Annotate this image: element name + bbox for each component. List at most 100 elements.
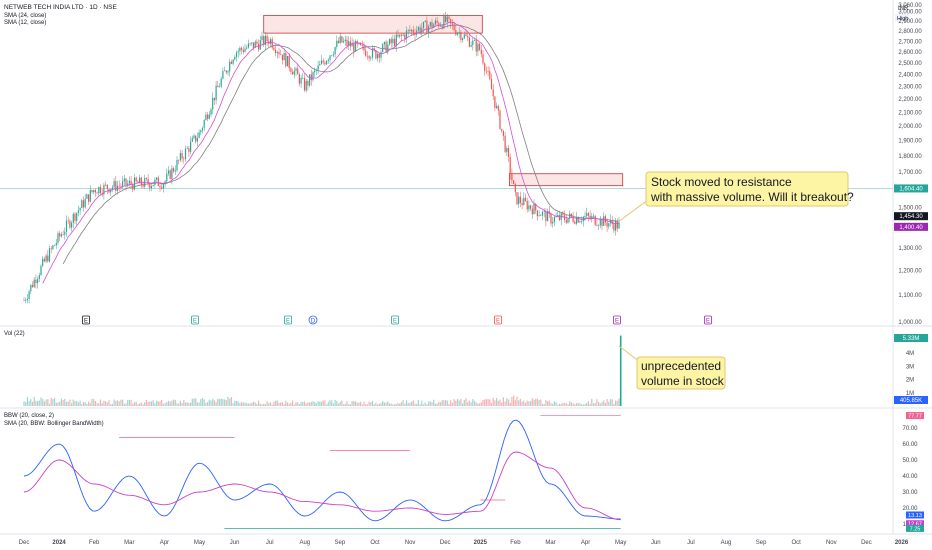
time-tick-label: 2024 [52,540,66,546]
candle-body [482,54,484,64]
candle-body [98,186,100,194]
sma-short-label[interactable]: SMA (12, close) [4,20,46,26]
candle-body [193,135,195,139]
volume-bar [55,402,57,406]
candle-body [128,180,130,184]
candle-body [77,210,79,213]
volume-bar [511,397,513,406]
candle-body [74,213,76,221]
bbw-tick-label: 50.00 [902,458,918,464]
volume-bar [147,402,149,406]
candle-body [511,173,513,181]
candle-body [247,43,249,48]
candle-body [171,168,173,179]
volume-bar [278,402,280,406]
volume-bar [562,402,564,406]
volume-bar [404,403,406,406]
candle-body [251,42,253,44]
price-tick-label: 2,700.00 [898,39,922,45]
volume-bars[interactable] [23,335,622,406]
candle-body [409,29,411,32]
candle-body [252,42,255,48]
symbol-title[interactable]: NETWEB TECH INDIA LTD · 1D · NSE [4,4,117,11]
candle-body [212,97,214,110]
volume-bar [343,404,345,406]
price-tick-label: 1,100.00 [898,293,922,299]
bbw-line[interactable] [23,419,621,522]
volume-bar [145,399,147,406]
bbw-sma-label[interactable]: SMA (20, BBW: Bollinger BandWidth) [4,421,104,427]
volume-bar [230,397,232,406]
bbw-label[interactable]: BBW (20, close, 2) [4,413,54,419]
time-tick-label: Aug [721,540,732,546]
resistance-zone-1 [263,14,483,34]
volume-label[interactable]: Vol (22) [4,331,25,337]
resistance-callout[interactable] [645,171,849,207]
volume-bar [118,401,120,406]
resistance-zones[interactable] [263,14,624,187]
candle-body [60,234,62,237]
volume-bar [229,398,231,406]
bbw-badge [906,412,924,420]
price-tick-label: 1,500.00 [898,205,922,211]
currency-label[interactable]: INR [898,6,909,12]
volume-bar [332,403,334,406]
candle-body [368,56,370,59]
candle-body [458,32,460,33]
time-tick-label: Dec [19,540,30,546]
volume-bar [242,402,244,406]
price-top-label: 3,060.00 [898,3,922,9]
volume-bar [133,402,136,406]
volume-bar [358,402,360,406]
volume-bar [506,398,508,406]
candle-body [290,68,292,72]
candle-body [215,85,217,101]
candle-body [317,65,319,71]
bbw-sma-line[interactable] [23,451,621,521]
candle-body [577,217,579,223]
volume-bar [354,401,357,406]
sma-long-label[interactable]: SMA (24, close) [4,13,46,19]
volume-bar [451,402,453,406]
volume-bar [67,402,69,406]
candle-body [392,38,394,44]
candle-body [326,60,328,65]
candle-body [45,255,47,262]
price-tick-label: 2,300.00 [898,85,922,91]
volume-bar [475,402,477,406]
candle-body [514,183,516,193]
candle-body [419,27,421,33]
candle-body [139,177,141,184]
scale-mode-badge[interactable] [895,14,909,22]
sma-short-line[interactable] [42,21,620,284]
candlesticks[interactable] [23,11,620,304]
candle-body [162,184,164,189]
candle-body [99,186,102,194]
volume-bar [275,400,277,406]
volume-bar [400,402,402,406]
price-axis[interactable]: 1,000.001,100.001,200.001,300.001,400.00… [898,3,922,326]
volume-bar [99,399,102,406]
candle-body [487,70,489,72]
candle-body [513,180,515,184]
volume-bar [188,402,190,406]
volume-bar [424,402,426,406]
candle-body [275,49,277,54]
volume-bar [93,399,95,406]
price-tick-label: 1,800.00 [898,154,922,160]
volume-bar [468,400,470,406]
volume-bar [122,399,124,406]
volume-bar [183,400,185,406]
candle-body [492,89,494,97]
candle-body [480,49,482,55]
candle-body [67,220,69,222]
time-axis[interactable]: Dec 2024 Feb Mar Apr May Jun Jul Aug Sep Oct Nov Dec… [19,540,909,546]
volume-callout[interactable] [636,356,726,390]
time-tick-label: Dec [440,540,451,546]
candle-body [69,220,71,228]
candle-body [47,255,49,262]
sma-long-line[interactable] [62,24,619,265]
volume-bar [161,399,163,406]
